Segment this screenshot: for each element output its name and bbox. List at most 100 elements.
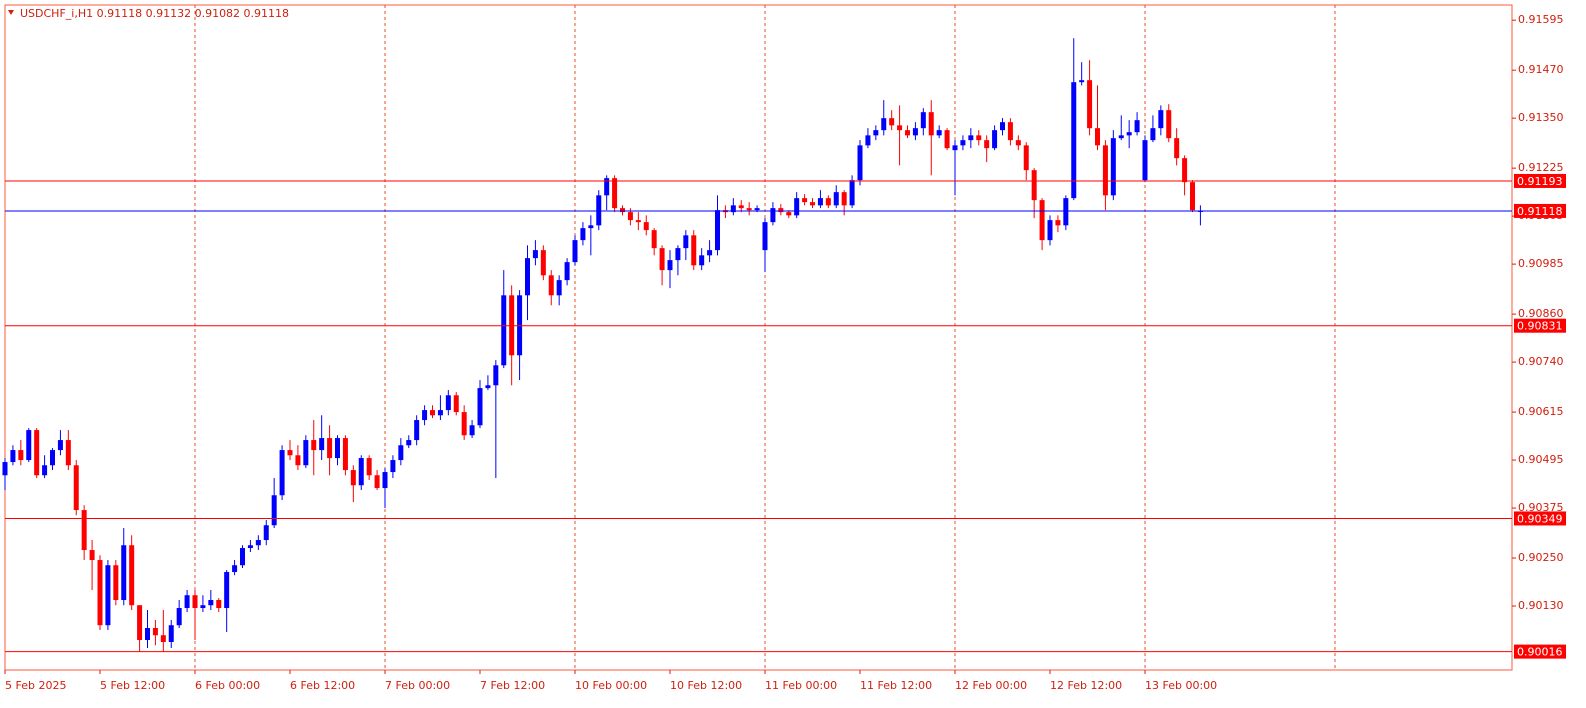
candle-body <box>532 250 538 259</box>
candle-body <box>18 450 24 461</box>
candle-body <box>817 198 823 206</box>
y-tick-label: 0.90495 <box>1518 453 1564 466</box>
candle-body <box>279 450 285 496</box>
candle-body <box>57 440 63 451</box>
candle-body <box>635 220 641 223</box>
candle-body <box>833 192 839 206</box>
y-tick-label: 0.90860 <box>1518 307 1564 320</box>
candle-body <box>390 460 396 473</box>
candle-body <box>366 458 372 476</box>
candle-body <box>1150 128 1156 141</box>
candle-body <box>208 600 214 606</box>
candle-body <box>200 605 206 609</box>
candle-body <box>936 130 942 136</box>
candle-body <box>232 565 238 573</box>
candle-body <box>437 410 443 416</box>
candle-body <box>976 135 982 141</box>
candle-body <box>1174 138 1180 159</box>
x-tick-label: 5 Feb 12:00 <box>100 679 165 692</box>
x-tick-label: 7 Feb 00:00 <box>385 679 450 692</box>
candle-body <box>1047 220 1053 241</box>
candle-body <box>746 208 752 211</box>
x-tick-label: 12 Feb 00:00 <box>955 679 1027 692</box>
candle-body <box>683 235 689 249</box>
y-tick-label: 0.90250 <box>1518 551 1564 564</box>
candle-body <box>1102 145 1108 196</box>
candle-body <box>730 205 736 213</box>
x-tick-label: 6 Feb 00:00 <box>195 679 260 692</box>
candle-body <box>89 550 95 561</box>
candle-body <box>168 625 174 643</box>
candle-body <box>271 495 277 526</box>
level-label: 0.91118 <box>1517 205 1563 218</box>
candle-body <box>445 395 451 411</box>
candle-body <box>461 412 467 436</box>
candle-body <box>620 208 625 213</box>
y-tick-label: 0.90985 <box>1518 257 1564 270</box>
candle-body <box>984 140 990 149</box>
candle-body <box>1000 122 1005 131</box>
candle-body <box>2 462 8 476</box>
candle-body <box>897 125 903 131</box>
candle-body <box>968 135 974 141</box>
candle-body <box>414 420 420 441</box>
x-tick-label: 7 Feb 12:00 <box>480 679 545 692</box>
candle-body <box>319 438 325 451</box>
candle-body <box>469 425 475 436</box>
candle-body <box>715 210 720 251</box>
candle-body <box>255 540 261 546</box>
x-tick-label: 11 Feb 00:00 <box>765 679 837 692</box>
candle-body <box>263 525 269 541</box>
collapse-arrow[interactable] <box>8 10 14 15</box>
candle-body <box>1095 128 1100 146</box>
candle-body <box>453 395 459 413</box>
level-label-box <box>1514 203 1566 218</box>
candle-body <box>651 230 657 249</box>
candle-body <box>881 118 887 131</box>
candle-body <box>889 118 895 126</box>
candle-body <box>778 208 784 213</box>
candle-body <box>707 250 713 256</box>
candle-body <box>97 560 103 626</box>
candle-body <box>928 112 934 136</box>
candle-body <box>944 130 950 149</box>
candle-body <box>572 240 578 263</box>
candle-body <box>604 178 610 196</box>
candle-body <box>398 445 404 461</box>
candle-body <box>754 208 760 211</box>
x-tick-label: 10 Feb 12:00 <box>670 679 742 692</box>
candle-body <box>335 438 340 459</box>
candle-body <box>192 595 198 609</box>
candle-body <box>865 135 871 146</box>
candle-body <box>825 198 831 206</box>
candle-body <box>643 222 649 231</box>
candle-body <box>477 388 483 426</box>
candle-body <box>485 385 491 389</box>
x-tick-label: 10 Feb 00:00 <box>575 679 647 692</box>
candle-body <box>42 465 48 476</box>
candle-body <box>10 450 16 463</box>
candle-body <box>327 438 333 459</box>
candle-body <box>525 258 530 296</box>
candle-body <box>1063 198 1069 226</box>
candle-body <box>810 202 815 206</box>
level-label: 0.90016 <box>1517 646 1563 659</box>
candle-body <box>770 208 776 223</box>
candle-body <box>905 130 910 136</box>
candle-body <box>137 605 143 641</box>
level-label-box <box>1514 644 1566 659</box>
candle-body <box>1007 122 1013 141</box>
candle-body <box>556 280 562 296</box>
y-tick-label: 0.90130 <box>1518 599 1564 612</box>
candle-body <box>501 295 507 366</box>
candle-body <box>1118 135 1124 139</box>
candle-body <box>612 178 618 209</box>
candle-body <box>350 470 356 486</box>
candle-body <box>849 180 855 206</box>
level-label: 0.90349 <box>1517 512 1563 525</box>
candle-body <box>176 608 182 626</box>
x-tick-label: 11 Feb 12:00 <box>860 679 932 692</box>
candle-body <box>50 450 55 466</box>
y-tick-label: 0.91350 <box>1518 111 1564 124</box>
